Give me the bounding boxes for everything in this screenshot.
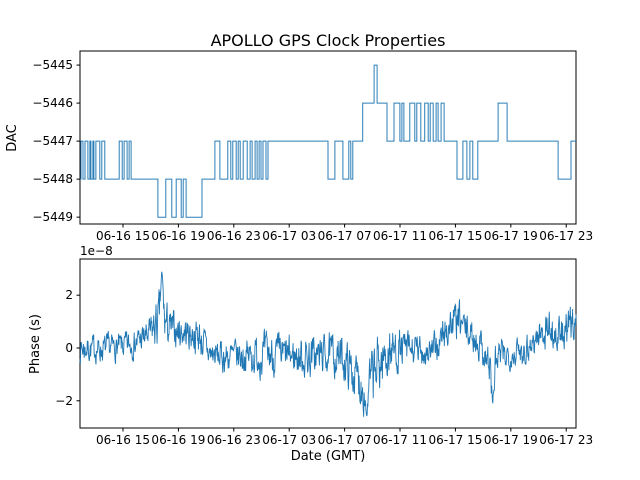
y-tick-label-ax1-3: −5448 bbox=[32, 172, 73, 187]
phase-axis-label: Phase (s) bbox=[28, 314, 43, 374]
y-tick-label-ax1-1: −5446 bbox=[32, 96, 73, 111]
date-axis-label: Date (GMT) bbox=[290, 449, 366, 464]
y-tick-label-ax2-2: −2 bbox=[55, 393, 73, 408]
x-tick-label-ax1-0: 06-16 15 bbox=[96, 229, 150, 243]
x-tick-label-ax2-5: 06-17 11 bbox=[373, 433, 427, 447]
x-tick-label-ax1-2: 06-16 23 bbox=[206, 229, 261, 243]
x-tick-label-ax2-0: 06-16 15 bbox=[96, 433, 150, 447]
x-tick-label-ax2-1: 06-16 19 bbox=[151, 433, 206, 447]
x-tick-label-ax1-4: 06-17 07 bbox=[317, 229, 372, 243]
x-tick-label-ax2-3: 06-17 03 bbox=[262, 433, 317, 447]
x-tick-label-ax1-6: 06-17 15 bbox=[428, 229, 483, 243]
axes-border-2 bbox=[79, 258, 577, 429]
dac-axis-label: DAC bbox=[5, 124, 20, 152]
dac-step-line bbox=[80, 64, 576, 218]
x-tick-label-ax2-8: 06-17 23 bbox=[539, 433, 594, 447]
x-tick-label-ax2-4: 06-17 07 bbox=[317, 433, 372, 447]
figure-title: APOLLO GPS Clock Properties bbox=[210, 31, 446, 50]
x-tick-label-ax2-2: 06-16 23 bbox=[206, 433, 261, 447]
axes-border-1 bbox=[79, 50, 577, 225]
x-tick-label-ax2-6: 06-17 15 bbox=[428, 433, 483, 447]
x-tick-label-ax1-3: 06-17 03 bbox=[262, 229, 317, 243]
phase-noise-line bbox=[79, 271, 577, 417]
phase-offset-text: 1e−8 bbox=[80, 244, 113, 258]
x-tick-label-ax1-7: 06-17 19 bbox=[483, 229, 538, 243]
y-tick-label-ax2-1: 0 bbox=[65, 340, 73, 355]
y-tick-label-ax1-4: −5449 bbox=[32, 210, 73, 225]
x-tick-label-ax1-5: 06-17 11 bbox=[373, 229, 427, 243]
x-tick-label-ax2-7: 06-17 19 bbox=[483, 433, 538, 447]
x-tick-label-ax1-1: 06-16 19 bbox=[151, 229, 206, 243]
y-tick-label-ax2-0: 2 bbox=[65, 288, 73, 303]
x-tick-label-ax1-8: 06-17 23 bbox=[539, 229, 594, 243]
y-tick-label-ax1-2: −5447 bbox=[32, 134, 73, 149]
y-tick-label-ax1-0: −5445 bbox=[32, 58, 73, 73]
